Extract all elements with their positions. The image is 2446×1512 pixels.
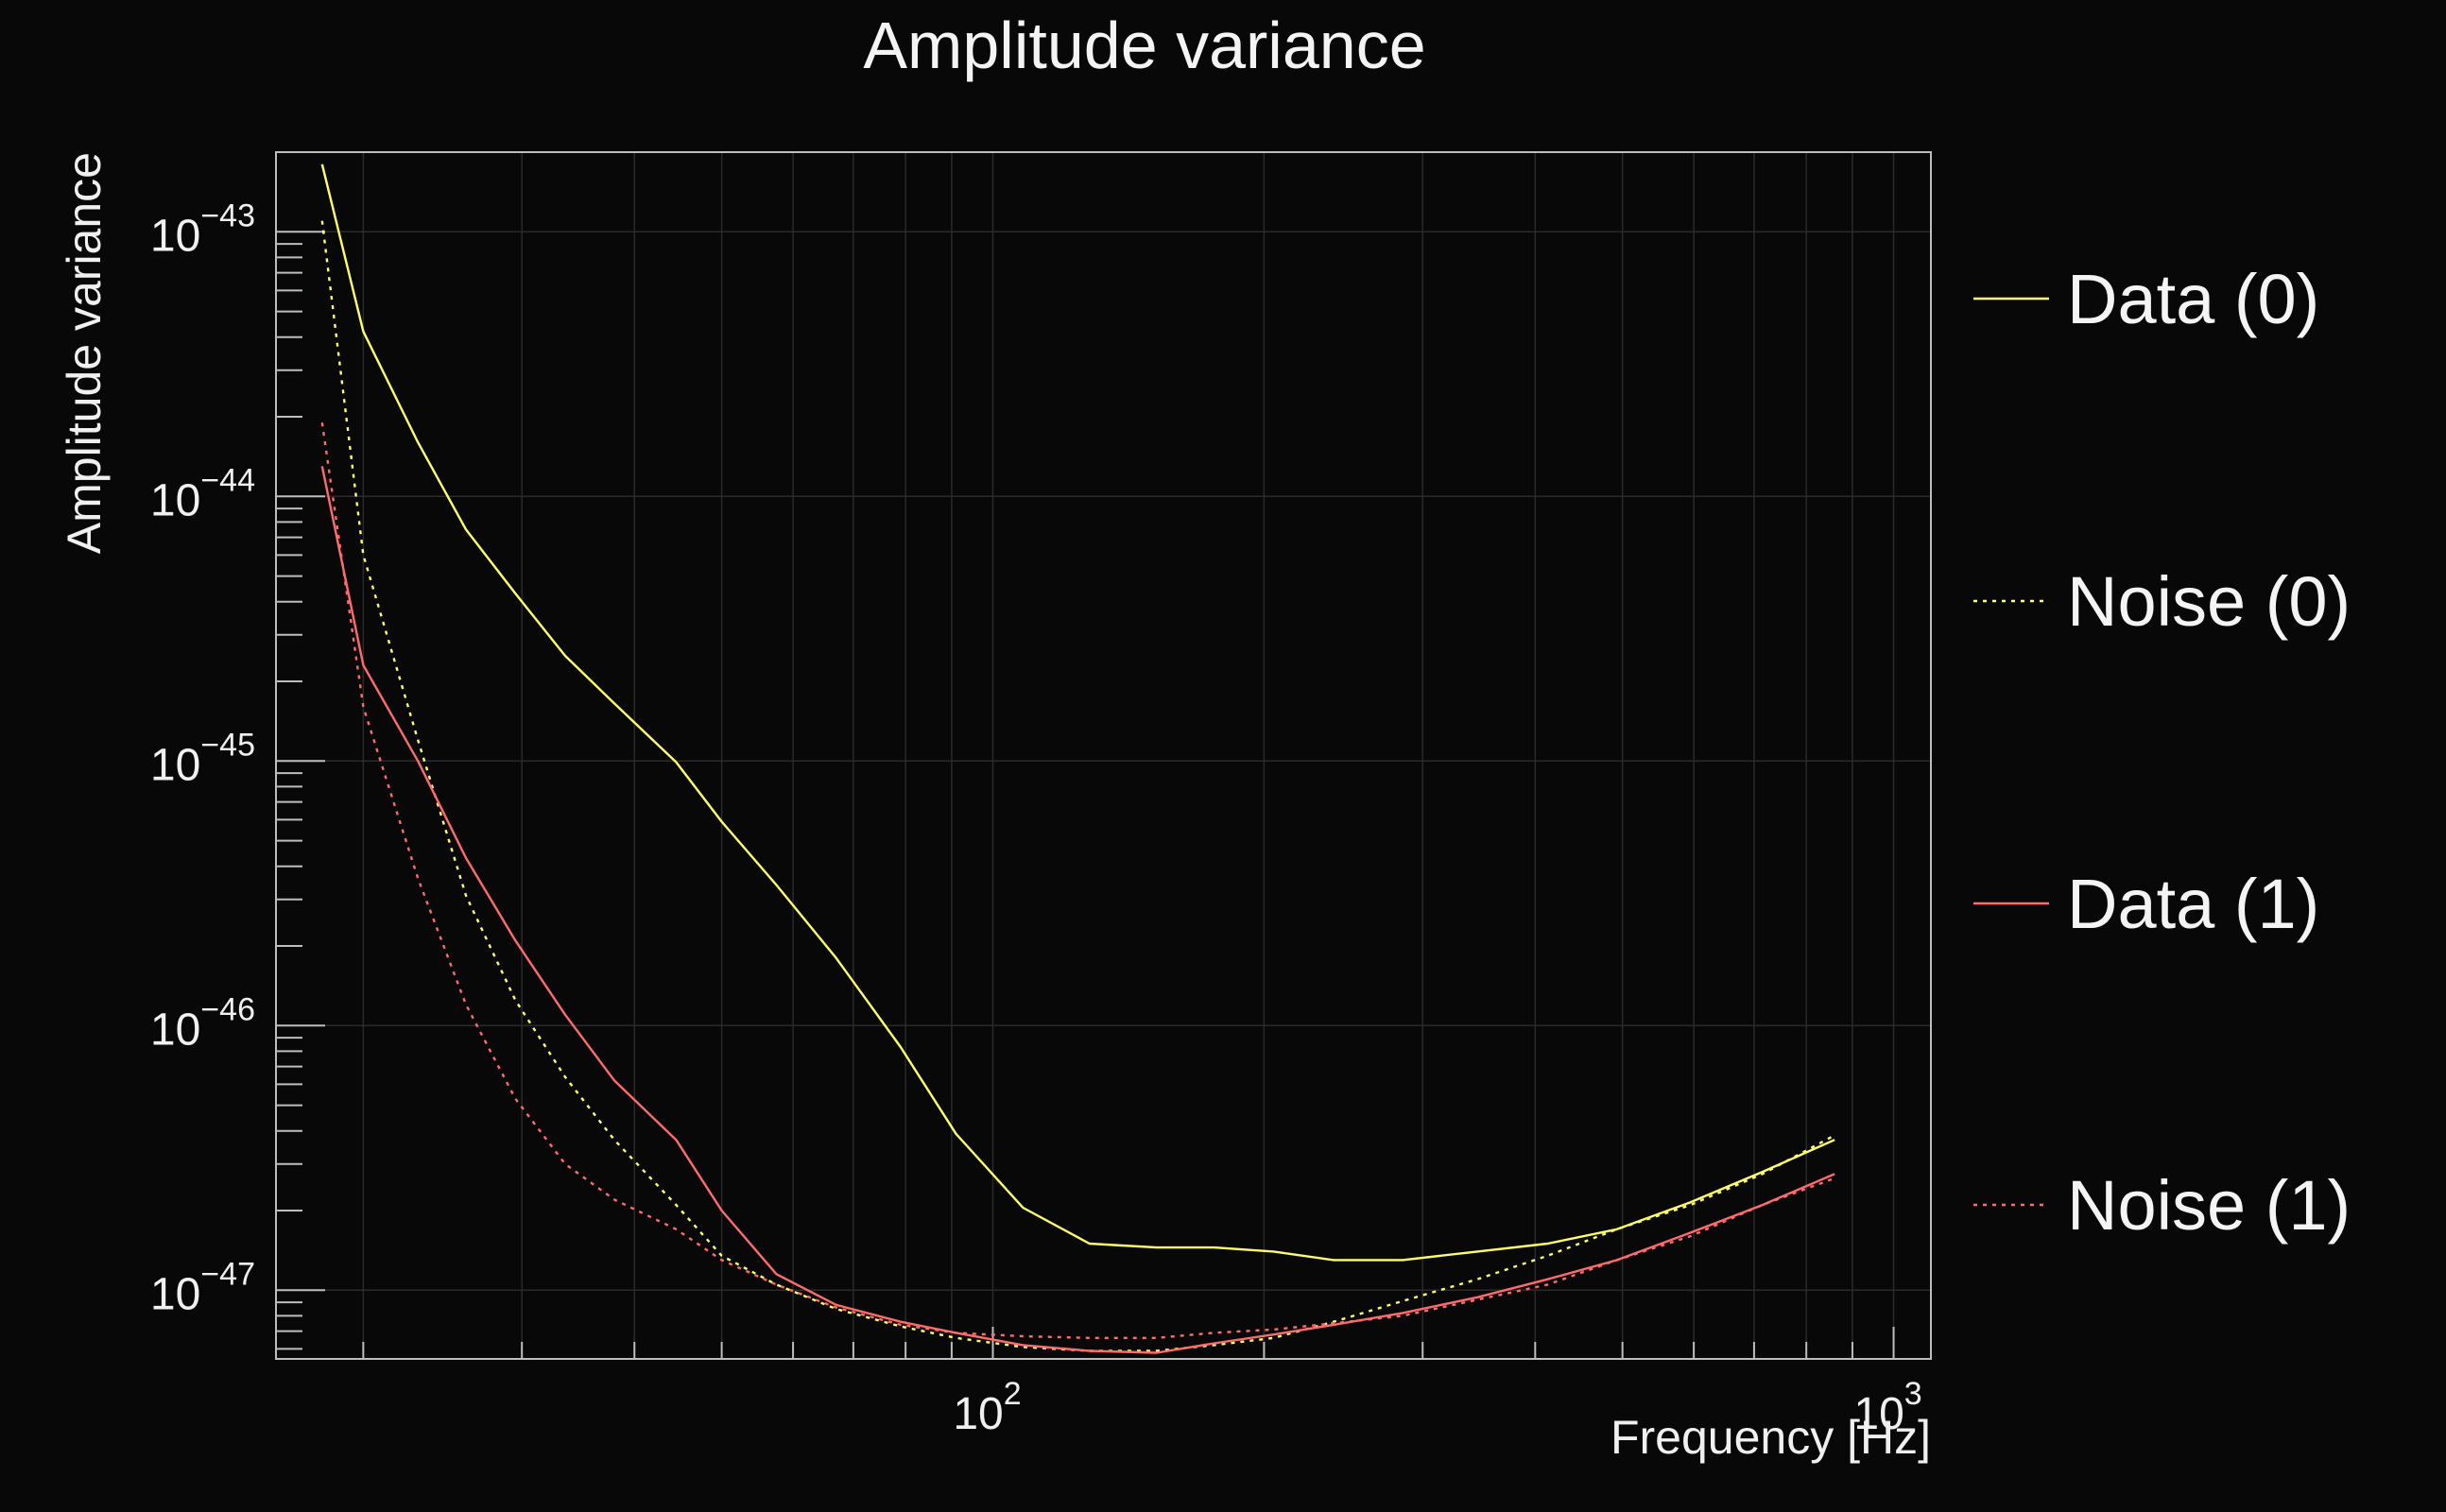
series-line-1 (320, 163, 1835, 1262)
series-layer (320, 163, 1835, 1354)
y-tick-label: 10−45 (150, 727, 255, 790)
y-tick-labels: 10−43 10−44 10−45 10−46 10−47 (150, 198, 255, 1319)
x-tick-label: 102 (953, 1376, 1021, 1439)
legend-label: Noise (0) (2067, 562, 2351, 641)
x-tick-label: 103 (1853, 1376, 1921, 1439)
legend-label: Noise (1) (2067, 1166, 2351, 1245)
x-tick-labels: 102 103 (953, 1376, 1921, 1439)
legend-label: Data (1) (2067, 865, 2319, 943)
series-line-4 (320, 422, 1835, 1340)
y-tick-label: 10−43 (150, 198, 255, 261)
x-axis-label: Frequency [Hz] (1611, 1411, 1931, 1464)
y-tick-label: 10−46 (150, 991, 255, 1055)
legend: Data (0) Noise (0) Data (1) Noise (1) (1973, 260, 2351, 1245)
legend-label: Data (0) (2067, 260, 2319, 338)
plot-frame (275, 151, 1932, 1360)
y-tick-label: 10−44 (150, 462, 255, 525)
series-line-2 (320, 220, 1835, 1352)
chart-title: Amplitude variance (863, 9, 1425, 82)
series-line-3 (320, 466, 1835, 1354)
y-tick-label: 10−47 (150, 1256, 255, 1319)
y-axis-label: Amplitude variance (58, 152, 111, 554)
grid-lines (276, 152, 1931, 1359)
axis-ticks (276, 151, 1895, 1359)
